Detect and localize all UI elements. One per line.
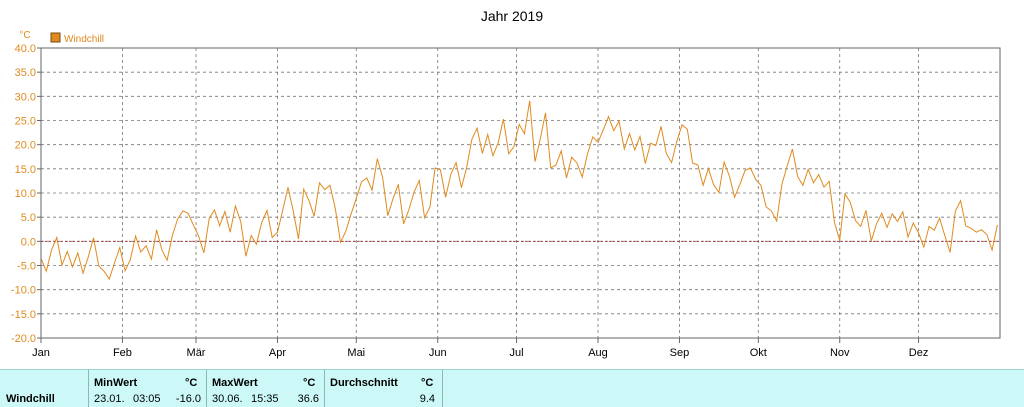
x-tick-label: Jul <box>510 347 524 359</box>
y-tick-label: 40.0 <box>15 43 36 55</box>
y-tick-label: -20.0 <box>11 333 36 345</box>
avg-unit: °C <box>421 377 434 389</box>
x-axis-ticks: Jan Feb Mär Apr Mai Jun Jul Aug Sep Okt Nov Dez <box>32 338 928 359</box>
x-tick-label: Feb <box>113 347 132 359</box>
min-value: -16.0 <box>175 393 201 405</box>
x-tick-label: Okt <box>750 347 767 359</box>
avg-value: 9.4 <box>419 393 435 405</box>
windchill-line <box>40 100 998 281</box>
x-tick-label: Sep <box>670 347 690 359</box>
y-tick-label: 25.0 <box>15 116 36 128</box>
y-tick-label: -5.0 <box>17 261 36 273</box>
y-tick-label: 0.0 <box>21 236 36 248</box>
min-stat: MinWert °C 23.01. 03:05 -16.0 <box>88 370 207 407</box>
max-value: 36.6 <box>297 393 319 405</box>
legend-swatch <box>50 32 61 43</box>
y-tick-label: 30.0 <box>15 91 36 103</box>
grid <box>41 48 1000 338</box>
y-tick-label: 5.0 <box>21 212 36 224</box>
stats-series-label: Windchill <box>6 393 55 405</box>
legend-label: Windchill <box>64 34 104 45</box>
chart-title: Jahr 2019 <box>481 8 543 24</box>
y-tick-label: -10.0 <box>11 285 36 297</box>
y-tick-label: 35.0 <box>15 67 36 79</box>
max-unit: °C <box>303 377 316 389</box>
x-tick-label: Dez <box>909 347 929 359</box>
max-date: 30.06. <box>212 393 243 405</box>
min-date: 23.01. <box>94 393 125 405</box>
y-tick-label: 10.0 <box>15 188 36 200</box>
avg-stat: Durchschnitt °C 9.4 <box>324 370 443 407</box>
y-tick-label: -15.0 <box>11 309 36 321</box>
y-axis-ticks: 40.0 35.0 30.0 25.0 20.0 15.0 10.0 5.0 0.0 -5.0 -1… <box>11 43 41 345</box>
x-tick-label: Jun <box>429 347 447 359</box>
max-time: 15:35 <box>251 393 279 405</box>
min-time: 03:05 <box>133 393 161 405</box>
min-unit: °C <box>185 377 198 389</box>
y-tick-label: 20.0 <box>15 140 36 152</box>
x-tick-label: Mär <box>187 347 206 359</box>
chart: Jahr 2019 °C Windchill 40.0 35.0 30.0 25.0 2… <box>11 8 1001 359</box>
y-tick-label: 15.0 <box>15 164 36 176</box>
y-axis-unit: °C <box>19 30 30 41</box>
x-tick-label: Nov <box>830 347 850 359</box>
max-header: MaxWert <box>212 377 258 389</box>
min-header: MinWert <box>94 377 138 389</box>
x-tick-label: Jan <box>32 347 50 359</box>
x-tick-label: Aug <box>588 347 608 359</box>
stats-bar: Windchill MinWert °C 23.01. 03:05 -16.0 … <box>0 369 1024 407</box>
x-tick-label: Mai <box>347 347 365 359</box>
max-stat: MaxWert °C 30.06. 15:35 36.6 <box>206 370 325 407</box>
plot-frame <box>40 47 1001 339</box>
avg-header: Durchschnitt <box>330 377 398 389</box>
x-tick-label: Apr <box>269 347 286 359</box>
